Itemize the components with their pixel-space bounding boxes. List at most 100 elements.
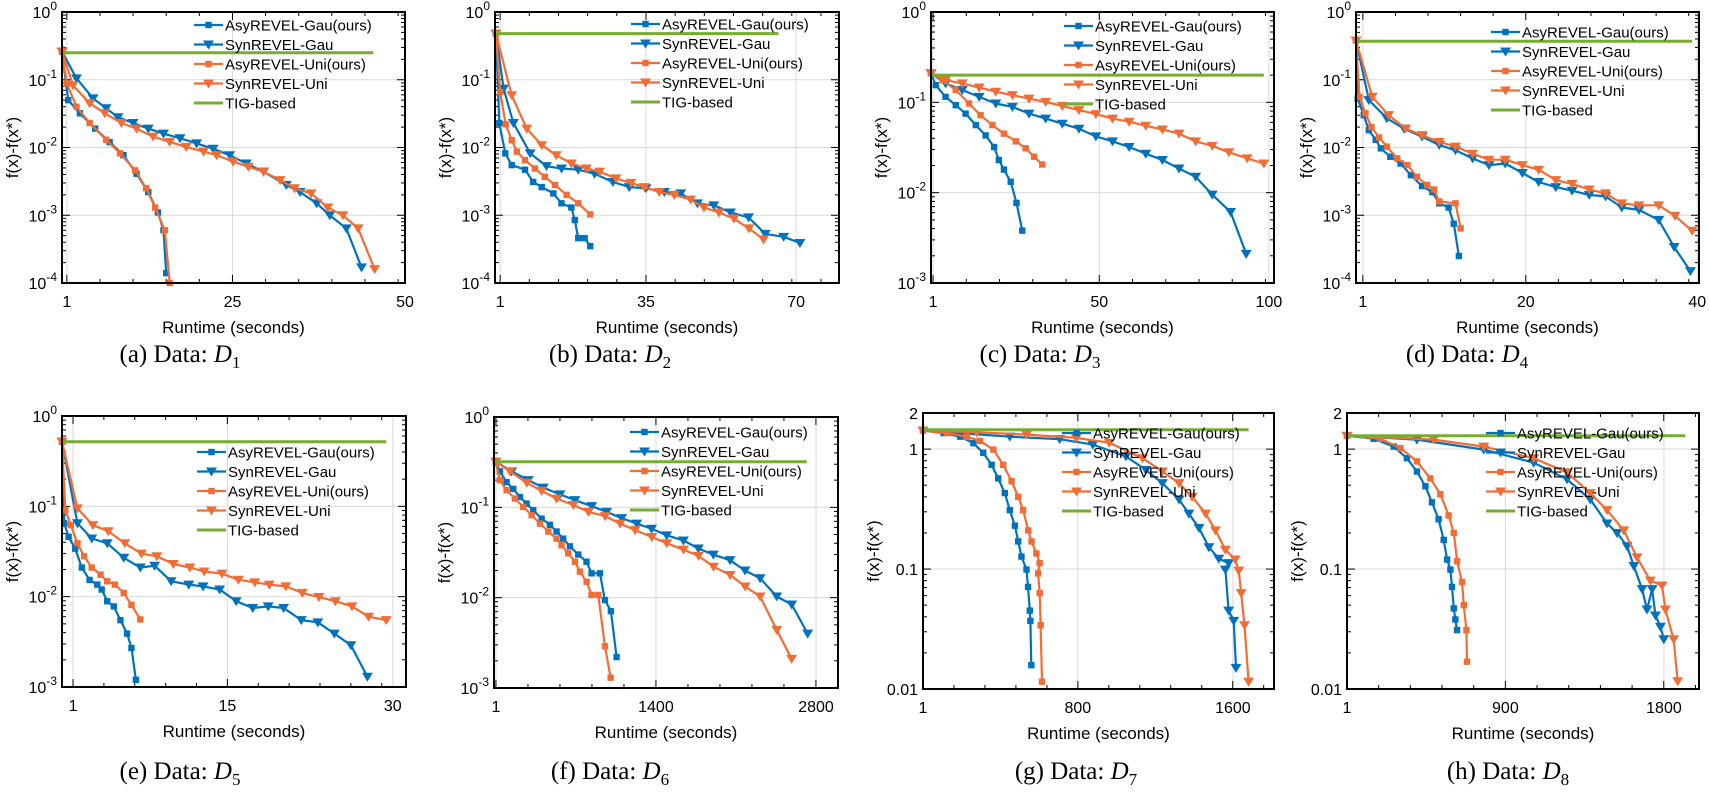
legend: AsyREVEL-Gau(ours) SynREVEL-Gau AsyREVEL-U… xyxy=(1062,426,1240,521)
legend-label: SynREVEL-Uni xyxy=(225,76,328,93)
data-point xyxy=(1040,114,1052,124)
data-point xyxy=(1601,519,1613,529)
data-point xyxy=(1463,658,1471,665)
data-point xyxy=(1407,172,1415,179)
y-tick-label: 10-1 xyxy=(898,89,927,112)
data-point xyxy=(71,519,83,529)
data-point xyxy=(1156,479,1168,489)
data-point xyxy=(63,80,71,87)
data-point xyxy=(232,575,244,585)
data-point xyxy=(329,597,341,607)
legend-item: AsyREVEL-Uni(ours) xyxy=(630,464,802,481)
data-point xyxy=(653,188,665,198)
data-point xyxy=(956,85,968,95)
data-point xyxy=(1123,117,1135,127)
data-point xyxy=(151,204,159,211)
data-point xyxy=(1387,153,1394,160)
data-point xyxy=(1450,529,1457,537)
legend-item: AsyREVEL-Gau(ours) xyxy=(630,425,808,442)
data-point xyxy=(1600,189,1612,199)
series-synrevel-uni xyxy=(490,29,770,245)
y-tick-label: 2 xyxy=(1333,406,1342,423)
data-point xyxy=(1156,467,1168,477)
axes-box xyxy=(1346,412,1700,690)
data-point xyxy=(1516,161,1528,171)
series-synrevel-gau xyxy=(56,437,373,682)
legend-item: SynREVEL-Uni xyxy=(1486,484,1620,501)
data-point xyxy=(1356,93,1363,101)
data-point xyxy=(990,446,997,453)
legend-label: AsyREVEL-Gau(ours) xyxy=(662,17,809,34)
data-point xyxy=(536,486,548,496)
data-point xyxy=(601,643,609,650)
legend-item: AsyREVEL-Gau(ours) xyxy=(1064,19,1242,36)
panel-caption: (e) Data: D5 xyxy=(120,758,241,789)
data-point xyxy=(174,134,186,144)
data-point xyxy=(118,553,130,563)
data-point xyxy=(778,232,790,242)
data-point xyxy=(1223,606,1235,616)
legend-marker xyxy=(206,467,217,477)
data-point xyxy=(1453,558,1461,565)
data-point xyxy=(541,173,548,180)
data-point xyxy=(995,156,1003,164)
data-point xyxy=(151,552,163,562)
legend-label: AsyREVEL-Uni(ours) xyxy=(1093,465,1234,482)
panel-caption: (c) Data: D3 xyxy=(980,341,1101,372)
data-point xyxy=(180,142,192,152)
data-point xyxy=(1668,635,1680,645)
y-tick-label: 10-2 xyxy=(898,180,927,203)
data-point xyxy=(572,165,584,175)
data-point xyxy=(754,592,766,602)
data-point xyxy=(1669,211,1681,221)
data-point xyxy=(1206,141,1218,151)
series-asyrevel-uni-ours- xyxy=(1352,37,1464,232)
x-tick-label: 40 xyxy=(1688,294,1706,311)
series-asyrevel-gau-ours- xyxy=(1343,432,1461,634)
x-tick-label: 1 xyxy=(496,294,505,311)
data-point xyxy=(677,545,689,555)
legend-marker xyxy=(641,467,648,475)
x-tick-label: 50 xyxy=(1090,294,1108,311)
data-point xyxy=(102,527,114,537)
legend-item: SynREVEL-Uni xyxy=(197,503,331,520)
y-tick-label: 10-3 xyxy=(29,674,58,697)
legend-marker xyxy=(1073,429,1080,437)
y-tick-label: 10-3 xyxy=(898,270,927,293)
data-point xyxy=(631,519,643,529)
data-point xyxy=(87,94,99,104)
data-point xyxy=(1659,605,1671,615)
x-tick-label: 1 xyxy=(1343,700,1352,717)
axes-box xyxy=(493,416,839,689)
data-point xyxy=(1453,626,1461,634)
panel-caption: (b) Data: D2 xyxy=(549,341,671,372)
data-point xyxy=(1156,155,1168,165)
data-point xyxy=(1028,661,1035,669)
data-point xyxy=(99,109,111,119)
data-point xyxy=(1240,249,1252,259)
data-point xyxy=(1452,616,1459,623)
legend-item: AsyREVEL-Uni(ours) xyxy=(631,56,803,73)
data-point xyxy=(1090,110,1102,120)
legend-marker xyxy=(640,39,651,49)
series-asyrevel-uni-ours- xyxy=(492,30,594,218)
data-point xyxy=(1460,601,1468,609)
data-point xyxy=(1435,198,1443,205)
data-point xyxy=(1566,179,1578,189)
data-point xyxy=(1644,576,1656,586)
data-point xyxy=(575,551,582,558)
data-point xyxy=(553,535,560,542)
legend-item: SynREVEL-Uni xyxy=(1064,77,1198,94)
data-point xyxy=(73,103,80,110)
data-point xyxy=(496,88,504,96)
data-point xyxy=(970,440,977,447)
data-point xyxy=(707,550,719,560)
data-point xyxy=(698,203,710,213)
legend-marker xyxy=(639,486,650,496)
data-point xyxy=(1416,131,1428,141)
series-synrevel-gau xyxy=(1341,431,1670,645)
data-point xyxy=(363,612,375,622)
panel-caption: (a) Data: D1 xyxy=(120,341,241,372)
data-point xyxy=(211,151,223,161)
legend-marker xyxy=(1497,468,1504,476)
